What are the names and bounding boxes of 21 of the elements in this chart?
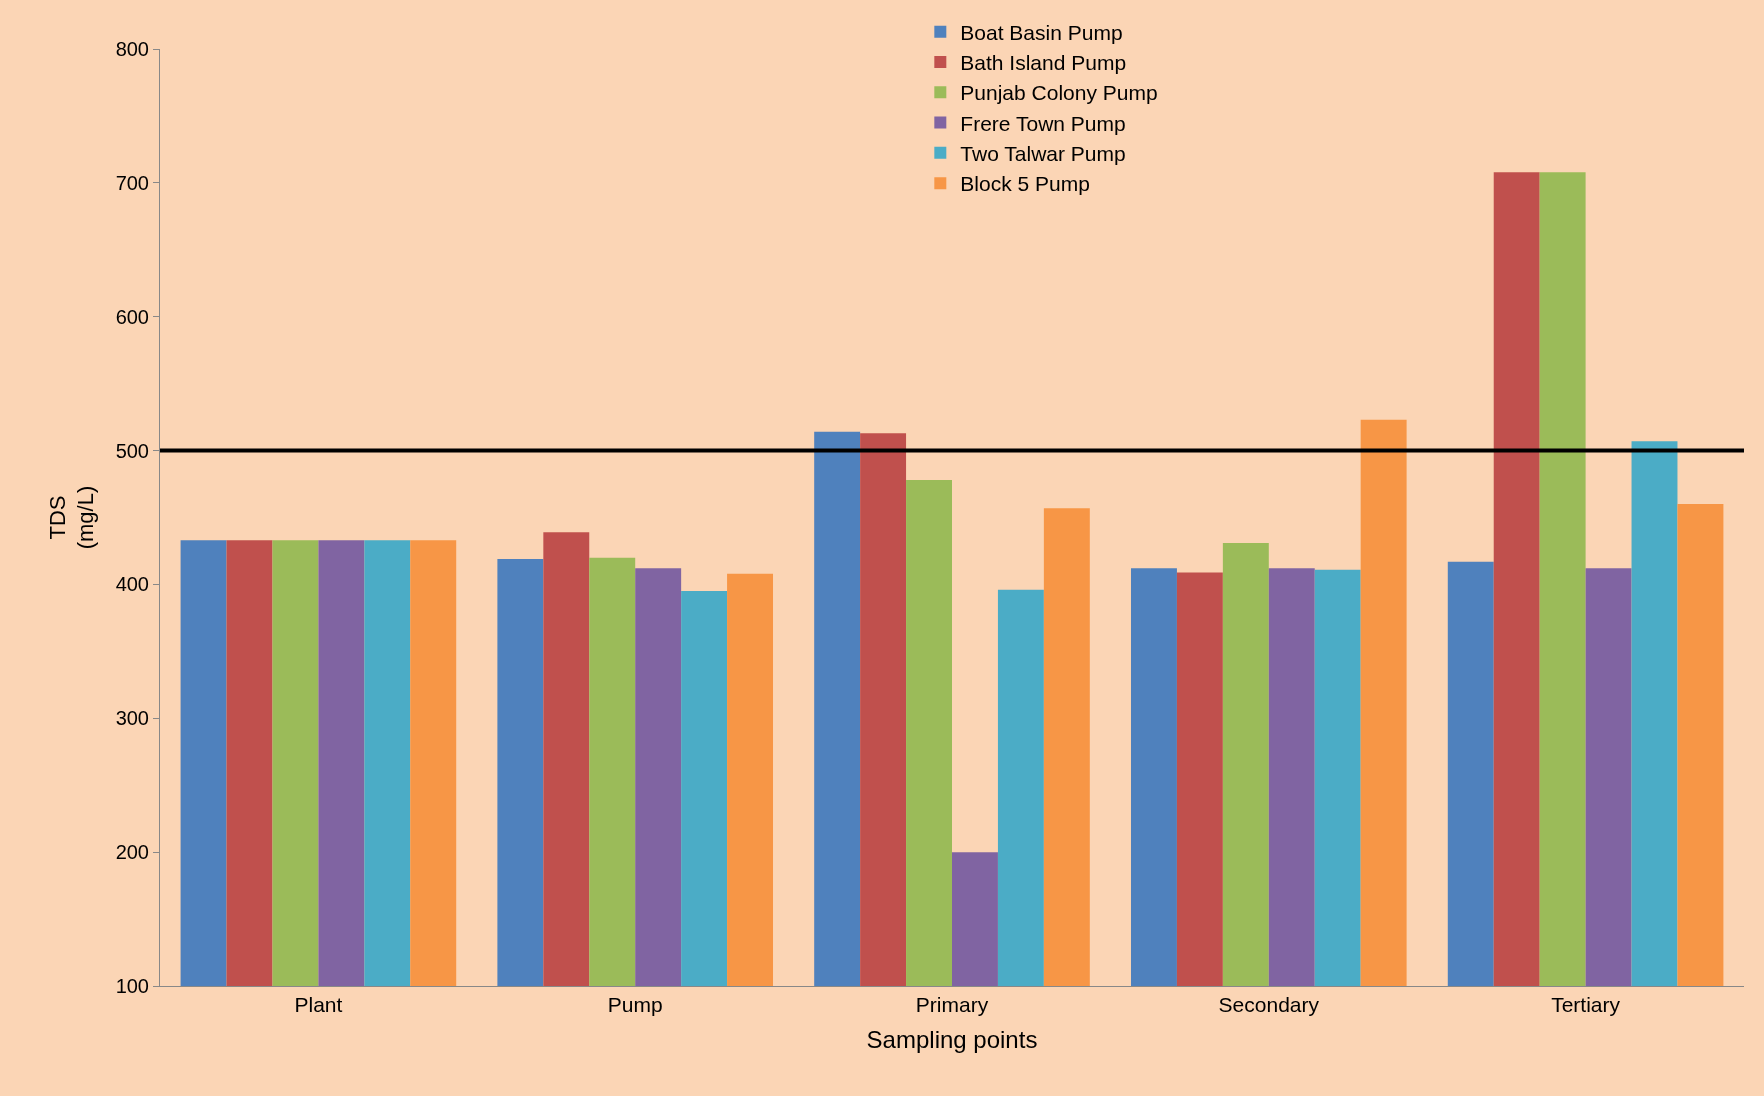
y-axis-title: TDS (mg/L) xyxy=(44,485,99,550)
legend-label: Block 5 Pump xyxy=(960,172,1090,196)
legend-label: Frere Town Pump xyxy=(960,111,1126,135)
legend-label: Punjab Colony Pump xyxy=(960,81,1158,105)
legend-label: Two Talwar Pump xyxy=(960,142,1126,166)
x-tick-label: Secondary xyxy=(1218,993,1320,1017)
y-tick-label: 800 xyxy=(115,38,149,60)
x-tick-label: Tertiary xyxy=(1551,993,1621,1017)
x-tick-label: Pump xyxy=(607,993,663,1017)
x-axis-title: Sampling points xyxy=(866,1025,1038,1053)
y-tick-label: 700 xyxy=(115,171,149,194)
y-tick-label: 200 xyxy=(115,841,149,864)
y-tick-label: 600 xyxy=(115,305,149,328)
legend-label: Bath Island Pump xyxy=(960,51,1127,75)
y-tick-label: 300 xyxy=(115,707,149,730)
y-tick-label: 500 xyxy=(115,439,149,462)
x-tick-label: Plant xyxy=(294,993,343,1017)
y-tick-label: 400 xyxy=(115,573,149,596)
x-tick-label: Primary xyxy=(915,993,989,1017)
legend-label: Boat Basin Pump xyxy=(960,20,1123,44)
y-tick-label: 100 xyxy=(115,975,149,997)
